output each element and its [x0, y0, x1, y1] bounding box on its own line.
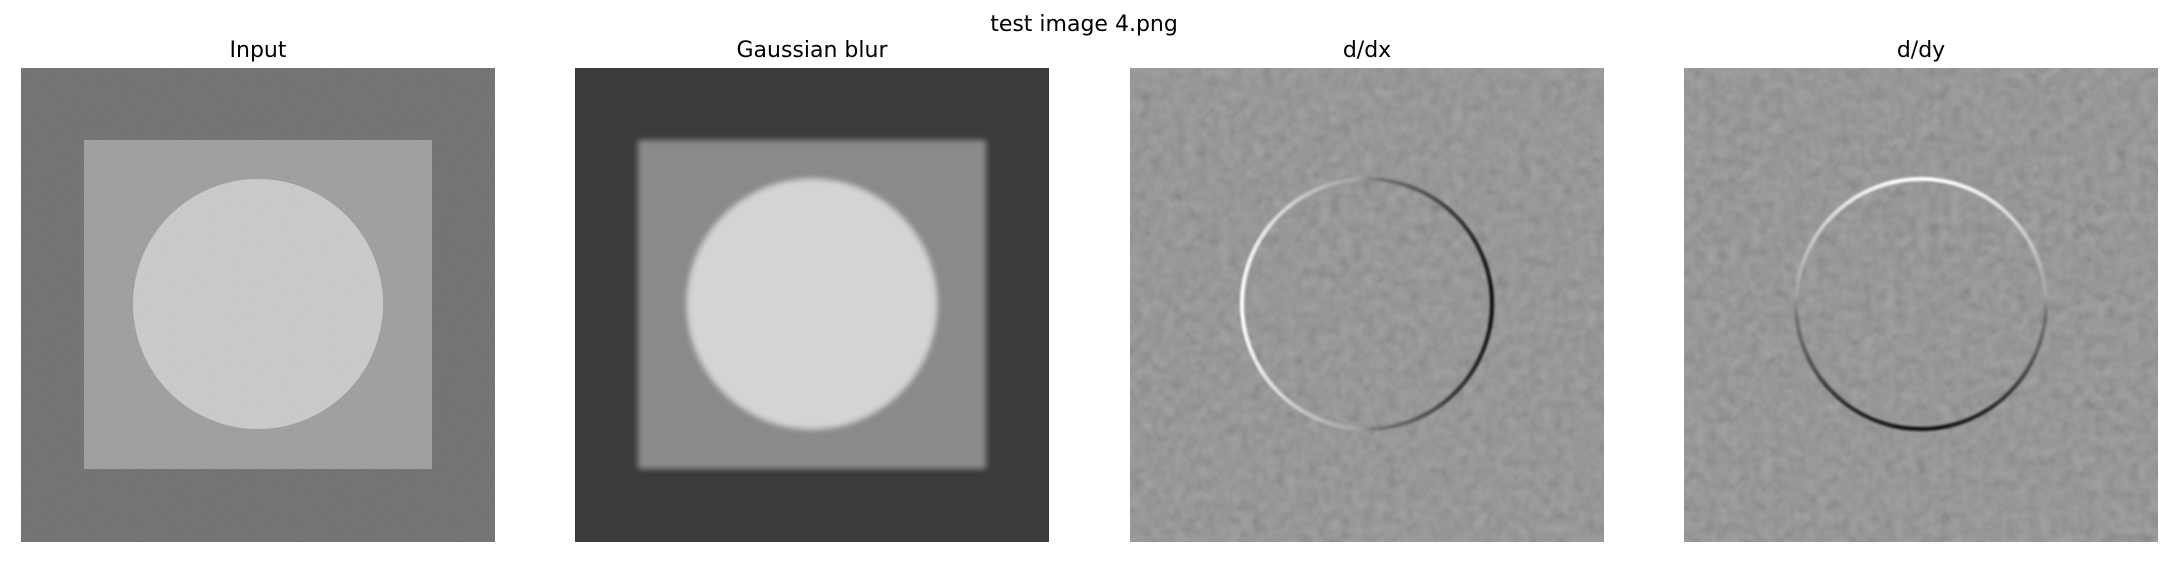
panel-title-gaussian-blur: Gaussian blur — [736, 38, 888, 63]
light-circle — [687, 179, 937, 429]
panel-title-ddx: d/dx — [1342, 38, 1392, 63]
noise-overlay — [21, 68, 495, 542]
input-image — [21, 68, 495, 542]
blurred-image — [575, 68, 1049, 542]
panel-gaussian-blur: Gaussian blur — [575, 38, 1049, 542]
texture-overlay — [1684, 68, 2158, 542]
panel-ddy: d/dy — [1684, 38, 2158, 542]
circle-edge — [1794, 177, 2048, 431]
panel-input: Input — [21, 38, 495, 542]
ddx-image — [1130, 68, 1604, 542]
panel-title-input: Input — [229, 38, 287, 63]
circle-edge — [1240, 177, 1494, 431]
panel-ddx: d/dx — [1130, 38, 1604, 542]
panel-title-ddy: d/dy — [1896, 38, 1946, 63]
ddy-image — [1684, 68, 2158, 542]
texture-overlay — [1130, 68, 1604, 542]
figure-title: test image 4.png — [990, 12, 1178, 37]
